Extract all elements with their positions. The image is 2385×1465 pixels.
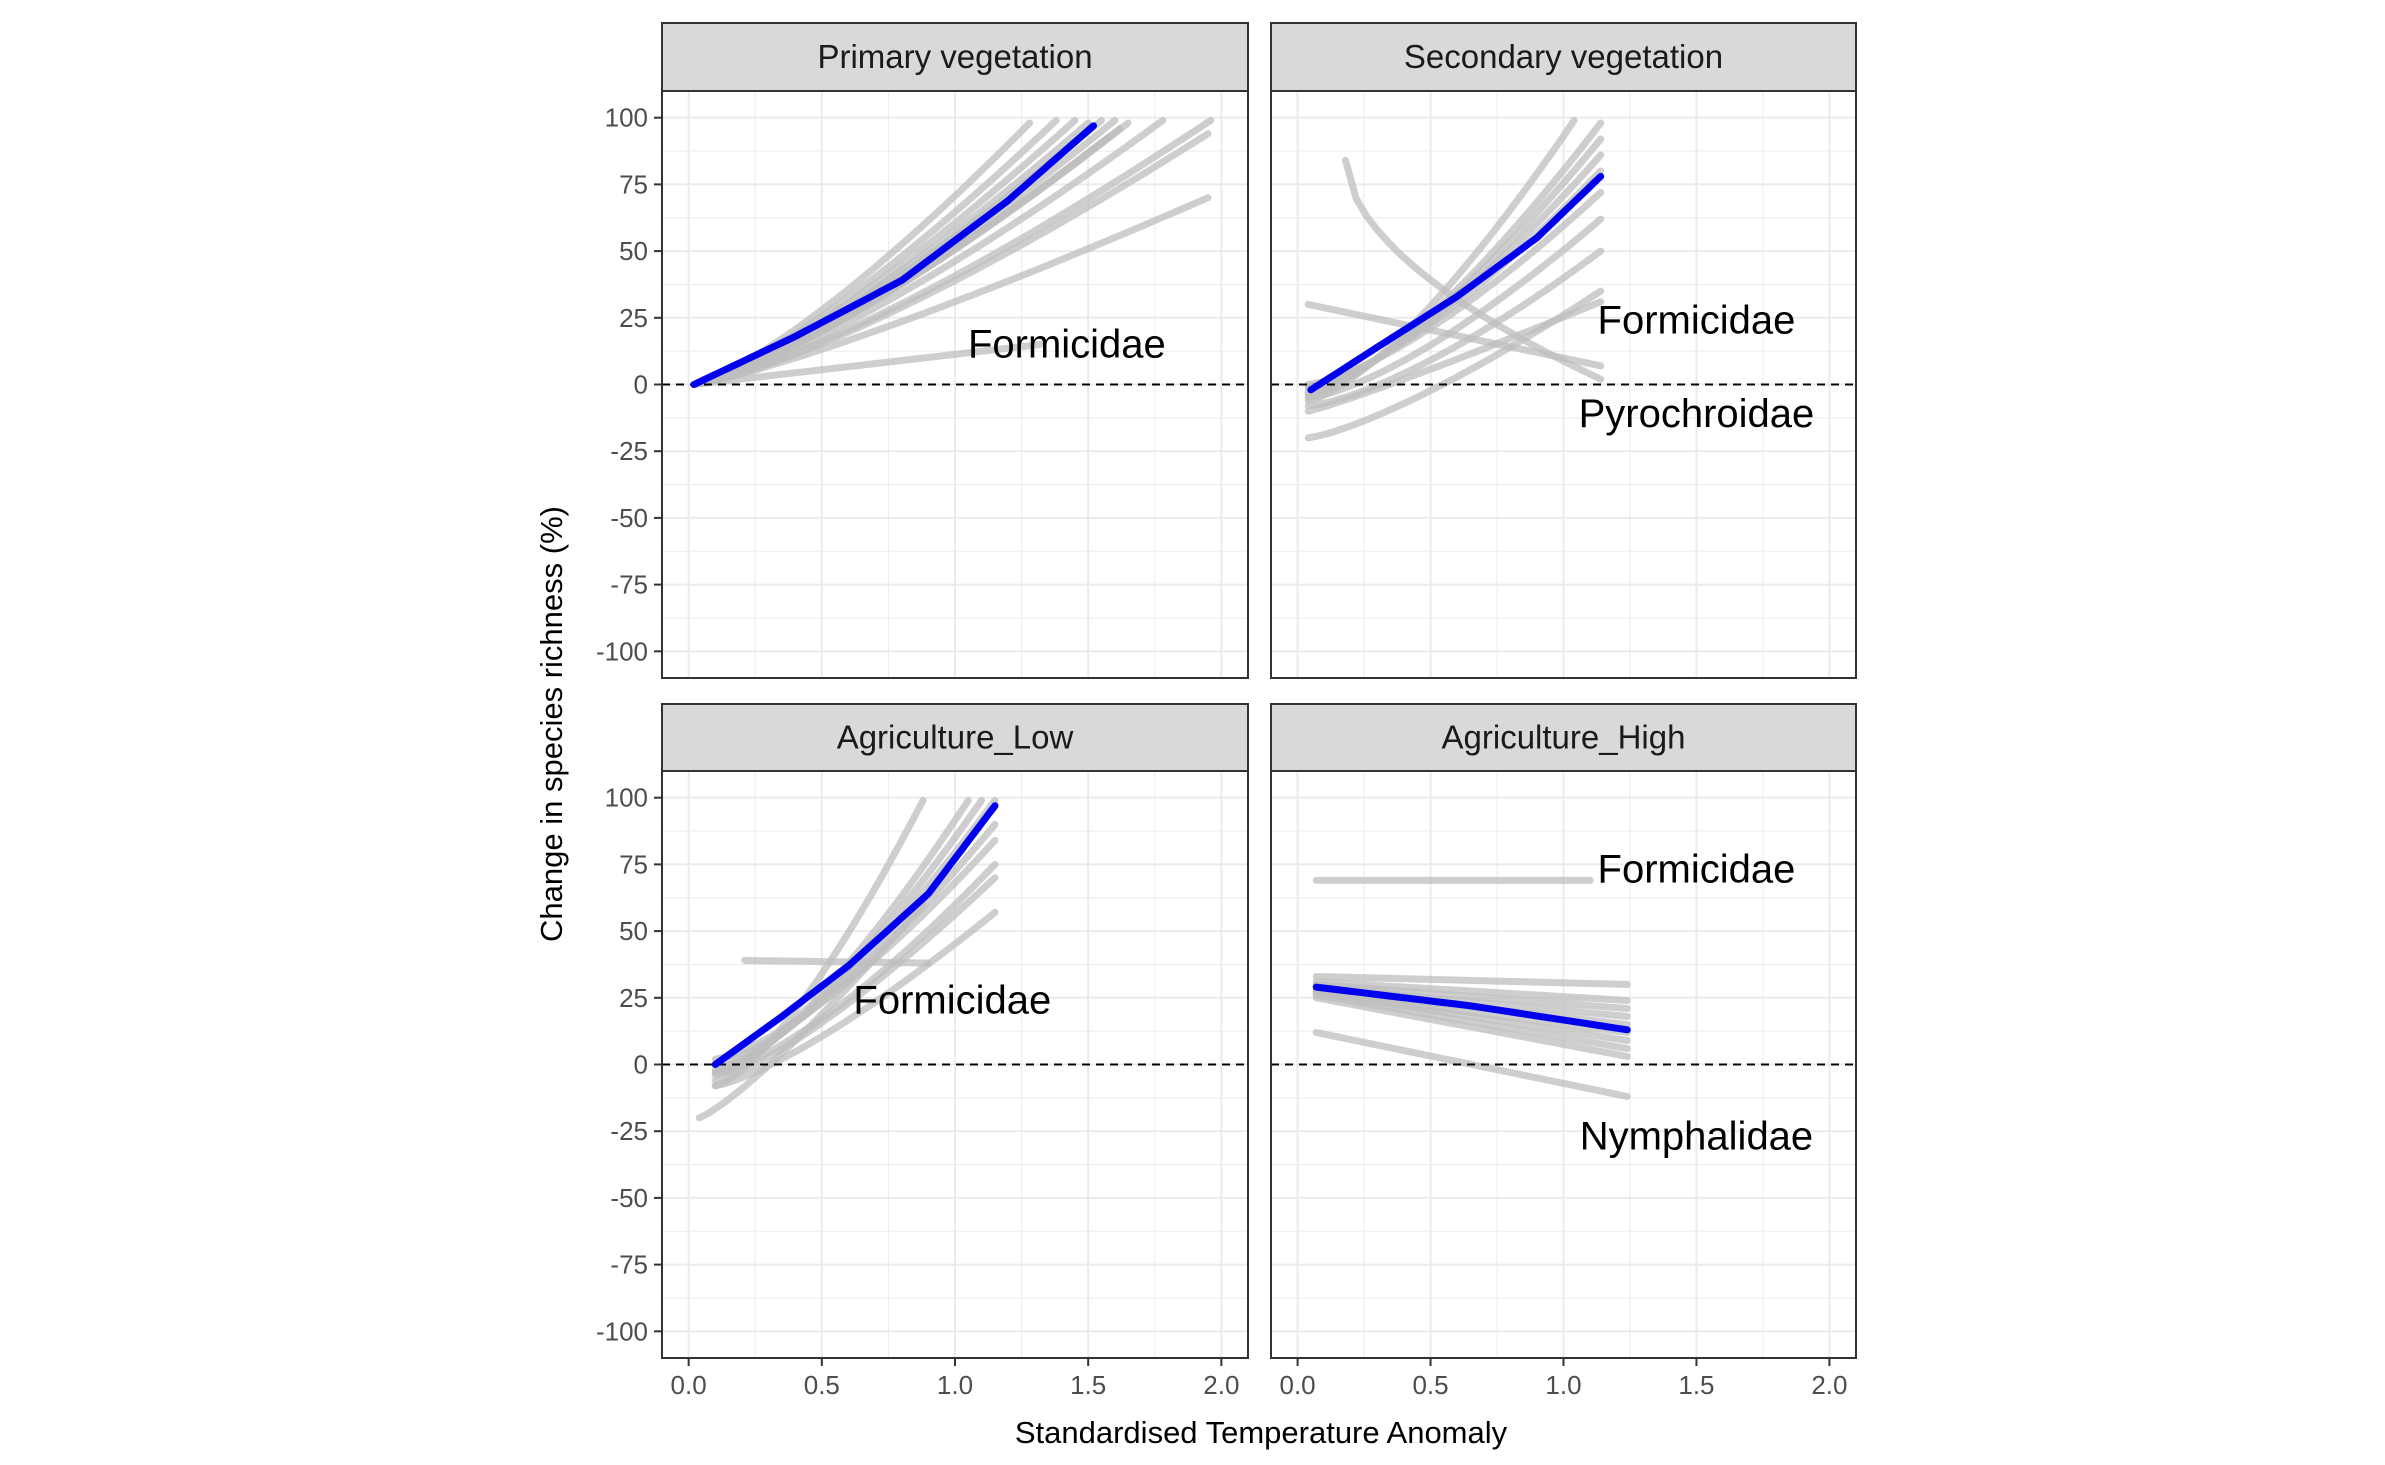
family-line <box>1304 215 1605 402</box>
family-line <box>741 956 932 967</box>
family-line <box>690 341 1044 388</box>
facet-strip-title: Agriculture_High <box>1442 719 1686 756</box>
facet-strip-title: Primary vegetation <box>817 38 1092 75</box>
y-tick-label: 25 <box>619 303 648 333</box>
facet-panel: Formicidae Pyrochroidae Secondary vegetati… <box>1270 22 1857 679</box>
y-tick-label: -100 <box>596 1316 648 1346</box>
y-tick-label: -25 <box>610 436 648 466</box>
family-line <box>1304 298 1605 415</box>
family-line <box>1312 994 1631 1060</box>
y-tick-label: 0 <box>634 370 648 400</box>
facet-strip <box>1270 703 1857 772</box>
family-lines <box>1304 116 1605 442</box>
family-line <box>1304 188 1605 388</box>
family-line <box>1312 978 1631 1004</box>
x-tick-label: 1.5 <box>1678 1370 1714 1400</box>
y-tick-label: -50 <box>610 1183 648 1213</box>
facet-panel: Formicidae Primary vegetation 100 75 50 25 0 -2… <box>596 22 1249 679</box>
facet-strip-title: Secondary vegetation <box>1404 38 1723 75</box>
grid-lines <box>662 771 1248 1358</box>
y-tick-label: 50 <box>619 236 648 266</box>
x-tick-label: 0.5 <box>804 1370 840 1400</box>
family-line <box>690 194 1212 388</box>
family-line <box>711 874 999 1084</box>
y-tick-label: -75 <box>610 570 648 600</box>
y-tick-label: -25 <box>610 1116 648 1146</box>
facet-strip <box>661 703 1249 772</box>
family-label: Pyrochroidae <box>1579 392 1815 436</box>
overall-trend-line <box>690 122 1097 388</box>
y-tick-label: 50 <box>619 916 648 946</box>
facet-strip <box>1270 22 1857 92</box>
panels-layer: Formicidae Primary vegetation 100 75 50 25 0 -2… <box>596 22 1857 1400</box>
x-tick-label: 1.0 <box>1545 1370 1581 1400</box>
family-label: Formicidae <box>968 322 1166 366</box>
overall-trend-line <box>711 802 999 1068</box>
y-tick-label: 100 <box>605 783 648 813</box>
facet-panel: Formicidae Agriculture_Low 100 75 50 25 0 -25 -5… <box>596 703 1249 1400</box>
family-line <box>1312 973 1631 988</box>
x-tick-label: 1.0 <box>937 1370 973 1400</box>
x-tick-label: 2.0 <box>1811 1370 1847 1400</box>
y-tick-label: 25 <box>619 983 648 1013</box>
y-tick-label: 75 <box>619 849 648 879</box>
x-tick-label: 1.5 <box>1070 1370 1106 1400</box>
family-label: Formicidae <box>853 978 1051 1022</box>
y-tick-label: 100 <box>605 103 648 133</box>
y-tick-label: 0 <box>634 1050 648 1080</box>
x-axis-title: Standardised Temperature Anomaly <box>1015 1415 1508 1450</box>
y-axis-title: Change in species richness (%) <box>534 506 569 942</box>
facet-strip-title: Agriculture_Low <box>837 719 1074 756</box>
y-tick-label: -100 <box>596 636 648 666</box>
facet-strip <box>661 22 1249 92</box>
x-tick-label: 0.5 <box>1412 1370 1448 1400</box>
overall-trend-line <box>1307 172 1605 394</box>
family-line <box>1342 156 1605 383</box>
family-label: Formicidae <box>1598 298 1796 342</box>
family-line <box>711 860 999 1076</box>
family-line <box>1312 991 1631 1052</box>
family-label: Nymphalidae <box>1580 1115 1813 1159</box>
x-tick-label: 0.0 <box>671 1370 707 1400</box>
facet-panel: Formicidae Nymphalidae Agriculture_High 0.0… <box>1270 703 1857 1400</box>
family-label: Formicidae <box>1598 848 1796 892</box>
overall-trend-line <box>1312 983 1631 1034</box>
family-line <box>695 900 927 1122</box>
x-tick-label: 2.0 <box>1203 1370 1239 1400</box>
y-tick-label: 75 <box>619 169 648 199</box>
y-tick-label: -50 <box>610 503 648 533</box>
y-tick-label: -75 <box>610 1250 648 1280</box>
x-tick-label: 0.0 <box>1280 1370 1316 1400</box>
